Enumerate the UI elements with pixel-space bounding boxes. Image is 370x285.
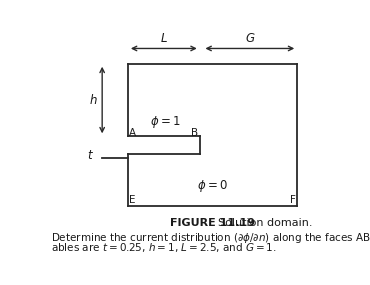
Text: B: B xyxy=(191,128,198,138)
Text: $h$: $h$ xyxy=(89,93,98,107)
Text: A: A xyxy=(130,128,137,138)
Text: FIGURE 11.19: FIGURE 11.19 xyxy=(169,218,255,228)
Text: Determine the current distribution ($\partial\phi/\partial n$) along the faces A: Determine the current distribution ($\pa… xyxy=(51,231,370,245)
Text: $t$: $t$ xyxy=(87,150,94,162)
Text: $\phi=1$: $\phi=1$ xyxy=(150,114,181,130)
Text: $\phi=0$: $\phi=0$ xyxy=(197,178,228,194)
Text: E: E xyxy=(130,195,136,205)
Text: ables are $t = 0.25$, $h = 1$, $L = 2.5$, and $G = 1$.: ables are $t = 0.25$, $h = 1$, $L = 2.5$… xyxy=(51,241,277,254)
Text: $G$: $G$ xyxy=(245,32,255,45)
Text: F: F xyxy=(290,195,296,205)
Text: Solution domain.: Solution domain. xyxy=(211,218,313,228)
Text: $L$: $L$ xyxy=(160,32,168,45)
